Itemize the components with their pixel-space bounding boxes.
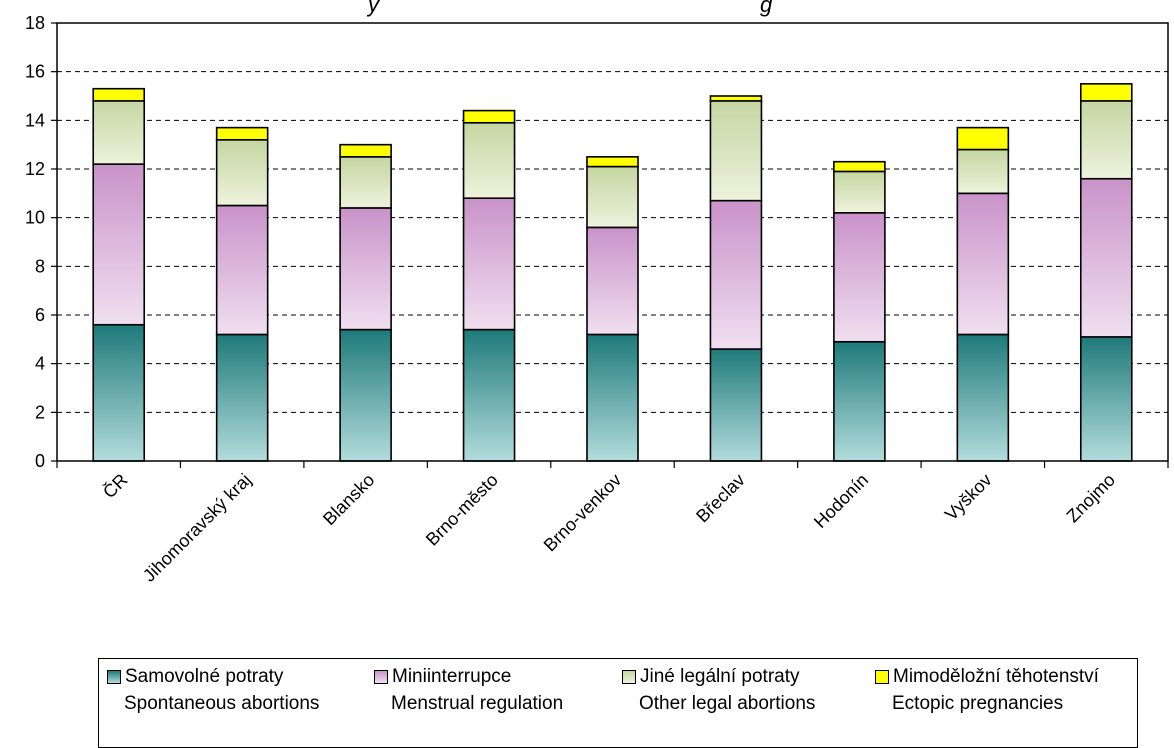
- x-category-label: Znojmo: [1063, 470, 1120, 527]
- y-tick-label: 0: [35, 451, 45, 471]
- y-tick-label: 14: [25, 110, 45, 130]
- bar-segment: [956, 192, 1010, 336]
- bar-segment: [92, 100, 146, 165]
- x-category-label: Hodonín: [810, 470, 872, 532]
- x-axis-ticks: ČR Jihomoravský kraj Blansko Brno-město Brno…: [56, 461, 1169, 586]
- chart-title-fragment: y: [366, 0, 381, 17]
- y-tick-label: 16: [25, 62, 45, 82]
- bar-segment: [339, 207, 392, 331]
- bar-segment: [462, 328, 516, 462]
- chart-title: y g: [366, 0, 773, 17]
- y-tick-label: 18: [25, 13, 45, 33]
- bar-segment: [1079, 336, 1133, 462]
- bar-segment: [92, 323, 146, 462]
- x-category-label: Blansko: [319, 470, 378, 529]
- x-category-label: Vyškov: [941, 470, 996, 525]
- bar-segment: [339, 156, 392, 209]
- x-category-label: Brno-město: [422, 470, 502, 550]
- bar-segment: [339, 328, 392, 462]
- plot-area-border: [56, 22, 1169, 462]
- legend-item-menstrual: Miniinterrupce Menstrual regulation: [374, 663, 563, 717]
- bar-segment: [1079, 100, 1133, 180]
- y-tick-label: 6: [35, 305, 45, 325]
- bar-segment: [709, 199, 763, 350]
- legend-label: Miniinterrupce: [392, 666, 512, 687]
- bar-segment: [833, 212, 886, 343]
- bar-segment: [586, 165, 639, 229]
- bar-segment: [462, 109, 516, 124]
- bar-segment: [92, 87, 146, 102]
- legend-swatch-other-legal: [622, 669, 636, 684]
- legend-label-en: Other legal abortions: [639, 693, 816, 714]
- stacked-bar-chart: y g 0 2 4 6 8 10 12 14 16 18 ČR Jihomoravský kraj B…: [25, 0, 1169, 586]
- legend-swatch-menstrual: [374, 669, 388, 684]
- x-category-label: Jihomoravský kraj: [139, 470, 255, 586]
- bar-segment: [339, 143, 392, 158]
- bar-segment: [215, 204, 269, 336]
- bar-segment: [1079, 177, 1133, 338]
- bar-segment: [833, 340, 886, 462]
- bar-segment: [1079, 83, 1133, 102]
- bar-segment: [709, 348, 763, 462]
- bar-segment: [586, 226, 639, 336]
- x-category-label: ČR: [98, 469, 131, 502]
- bar-segment: [833, 160, 886, 173]
- x-category-label: Brno-venkov: [540, 470, 626, 556]
- y-tick-label: 4: [35, 354, 45, 374]
- y-tick-label: 8: [35, 256, 45, 276]
- y-axis-ticks: 0 2 4 6 8 10 12 14 16 18: [25, 13, 57, 471]
- legend: Samovolné potraty Spontaneous abortions …: [98, 658, 1138, 748]
- bar-segment: [215, 333, 269, 462]
- legend-item-spontaneous: Samovolné potraty Spontaneous abortions: [107, 663, 319, 717]
- legend-label-en: Ectopic pregnancies: [892, 693, 1064, 714]
- legend-label: Mimoděložní těhotenství: [893, 666, 1099, 687]
- bar-segment: [956, 333, 1010, 462]
- bar-segment: [833, 170, 886, 214]
- bar-segment: [215, 139, 269, 207]
- bar-segment: [709, 100, 763, 202]
- y-tick-label: 12: [25, 159, 45, 179]
- bar-segment: [956, 148, 1010, 195]
- legend-label: Jiné legální potraty: [640, 666, 800, 687]
- bar-segment: [586, 333, 639, 462]
- legend-label: Samovolné potraty: [125, 666, 284, 687]
- legend-item-other-legal: Jiné legální potraty Other legal abortio…: [622, 663, 815, 717]
- legend-label-en: Menstrual regulation: [391, 693, 564, 714]
- bar-segment: [215, 126, 269, 141]
- x-category-label: Břeclav: [692, 470, 749, 527]
- y-tick-label: 10: [25, 208, 45, 228]
- legend-label-en: Spontaneous abortions: [124, 693, 320, 714]
- bar-segment: [92, 163, 146, 326]
- bars: [92, 83, 1133, 462]
- bar-segment: [956, 126, 1010, 151]
- legend-swatch-spontaneous: [107, 669, 121, 684]
- bar-segment: [462, 197, 516, 331]
- chart-title-fragment: g: [760, 0, 773, 17]
- y-tick-label: 2: [35, 402, 45, 422]
- bar-segment: [462, 121, 516, 200]
- bar-segment: [709, 95, 763, 102]
- bar-segment: [586, 156, 639, 168]
- legend-item-ectopic: Mimoděložní těhotenství Ectopic pregnanc…: [875, 663, 1099, 717]
- legend-swatch-ectopic: [875, 669, 889, 684]
